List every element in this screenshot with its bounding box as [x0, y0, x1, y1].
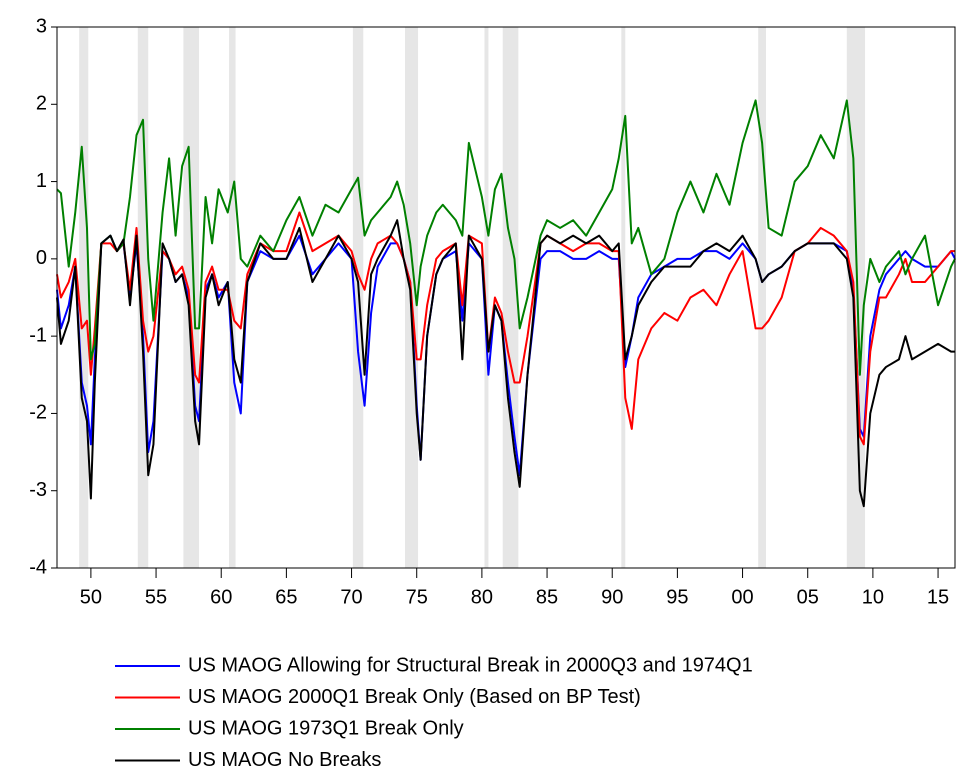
shaded-period	[621, 27, 626, 568]
y-tick-label: -1	[29, 324, 47, 346]
series-line	[56, 219, 955, 508]
legend-label: US MAOG 1973Q1 Break Only	[188, 717, 464, 739]
shaded-period	[846, 27, 866, 568]
shaded-period	[352, 27, 364, 568]
x-tick-label: 15	[927, 586, 949, 608]
x-tick-label: 85	[536, 586, 558, 608]
shaded-period	[229, 27, 236, 568]
y-tick-label: -3	[29, 479, 47, 501]
plot-frame	[56, 26, 956, 569]
shaded-period	[183, 27, 200, 568]
shaded-period	[484, 27, 489, 568]
x-tick-label: 10	[862, 586, 884, 608]
shaded-period	[758, 27, 767, 568]
x-tick-label: 00	[731, 586, 753, 608]
legend-label: US MAOG Allowing for Structural Break in…	[188, 654, 753, 676]
legend-label: US MAOG 2000Q1 Break Only (Based on BP T…	[188, 686, 641, 708]
series-line	[56, 211, 955, 446]
y-tick-label: 2	[36, 93, 47, 115]
shaded-period	[137, 27, 149, 568]
series-line	[56, 99, 956, 376]
legend-label: US MAOG No Breaks	[188, 749, 381, 771]
x-tick-label: 55	[145, 586, 167, 608]
y-tick-label: -4	[29, 556, 47, 578]
y-tick-label: 0	[36, 247, 47, 269]
y-tick-label: -2	[29, 402, 47, 424]
shaded-period	[79, 27, 89, 568]
x-tick-label: 95	[666, 586, 688, 608]
x-tick-label: 90	[601, 586, 623, 608]
shaded-period	[502, 27, 519, 568]
x-tick-label: 05	[797, 586, 819, 608]
y-tick-label: 3	[36, 15, 47, 37]
x-tick-label: 70	[340, 586, 362, 608]
x-tick-label: 50	[80, 586, 102, 608]
x-tick-label: 75	[406, 586, 428, 608]
x-tick-label: 80	[471, 586, 493, 608]
x-tick-label: 60	[210, 586, 232, 608]
x-tick-label: 65	[275, 586, 297, 608]
y-tick-label: 1	[36, 170, 47, 192]
